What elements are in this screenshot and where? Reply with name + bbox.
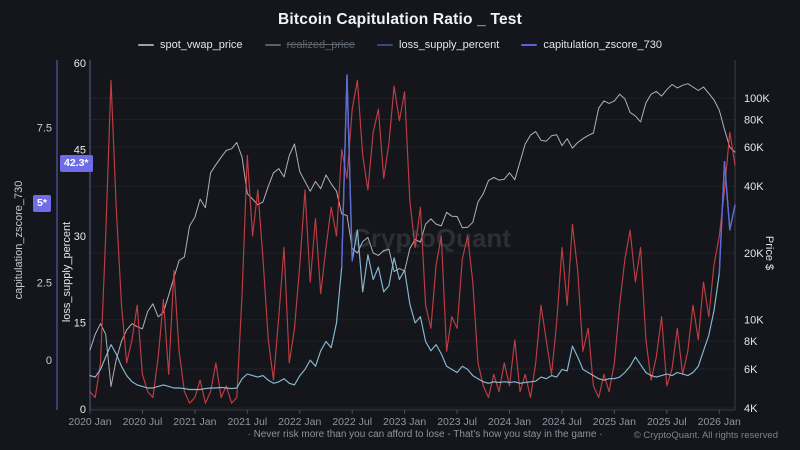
- price-tick-label: 60K: [744, 142, 764, 154]
- x-tick-label: 2020 Jul: [123, 416, 163, 428]
- chart-legend: spot_vwap_price realized_price loss_supply…: [0, 39, 800, 51]
- legend-item-spot_vwap_price[interactable]: spot_vwap_price: [138, 39, 243, 51]
- legend-item-loss_supply_percent[interactable]: loss_supply_percent: [377, 39, 499, 51]
- series-line-spot_vwap_price: [89, 83, 736, 387]
- price-tick-label: 100K: [744, 93, 770, 105]
- zscore-current-badge: 5*: [33, 195, 51, 212]
- x-tick-label: 2024 Jan: [488, 416, 531, 428]
- x-tick-label: 2025 Jul: [647, 416, 687, 428]
- legend-marker-icon: [138, 44, 154, 46]
- series-spike-capitulation_zscore_730: [341, 74, 353, 268]
- loss-tick-label: 45: [74, 145, 86, 157]
- price-tick-label: 10K: [744, 315, 764, 327]
- series-line-capitulation_zscore_730: [89, 74, 736, 391]
- watermark: CryptoQuant: [352, 223, 511, 253]
- loss-tick-label: 15: [74, 318, 86, 330]
- price-tick-label: 20K: [744, 248, 764, 260]
- loss-tick-label: 30: [74, 231, 86, 243]
- loss-current-badge: 42.3*: [60, 155, 93, 172]
- series-spike-capitulation_zscore_730: [718, 160, 736, 274]
- x-tick-label: 2023 Jul: [437, 416, 477, 428]
- price-axis-title: Price $: [763, 235, 775, 271]
- x-tick-label: 2024 Jul: [542, 416, 582, 428]
- chart-title: Bitcoin Capitulation Ratio _ Test: [278, 11, 522, 28]
- x-tick-label: 2023 Jan: [383, 416, 426, 428]
- x-tick-label: 2026 Jan: [698, 416, 741, 428]
- legend-item-capitulation_zscore_730[interactable]: capitulation_zscore_730: [521, 39, 662, 51]
- zscore-tick-label: 0: [46, 355, 52, 367]
- loss-axis-title: loss_supply_percent: [61, 221, 73, 323]
- x-tick-label: 2022 Jan: [278, 416, 321, 428]
- legend-item-realized_price[interactable]: realized_price: [264, 39, 356, 51]
- zscore-tick-label: 2.5: [37, 278, 52, 290]
- price-tick-label: 6K: [744, 364, 758, 376]
- legend-marker-icon: [377, 44, 394, 46]
- price-tick-label: 40K: [744, 181, 764, 193]
- x-tick-label: 2020 Jan: [68, 416, 111, 428]
- legend-label: spot_vwap_price: [160, 39, 243, 51]
- zscore-axis-title: capitulation_zscore_730: [13, 180, 25, 300]
- legend-label: realized_price: [286, 39, 356, 51]
- loss-tick-label: 0: [80, 404, 86, 416]
- legend-marker-icon: [521, 44, 538, 46]
- x-tick-label: 2021 Jul: [227, 416, 267, 428]
- x-tick-label: 2025 Jan: [593, 416, 636, 428]
- legend-label: capitulation_zscore_730: [543, 39, 662, 51]
- x-tick-label: 2022 Jul: [332, 416, 372, 428]
- zscore-tick-label: 7.5: [37, 123, 52, 135]
- legend-label: loss_supply_percent: [399, 39, 500, 51]
- copyright-notice: © CryptoQuant. All rights reserved: [633, 430, 778, 441]
- price-tick-label: 80K: [744, 114, 764, 126]
- loss-tick-label: 60: [74, 58, 86, 70]
- series-line-loss_supply_percent: [89, 79, 736, 404]
- legend-marker-icon: [264, 44, 281, 46]
- x-tick-label: 2021 Jan: [173, 416, 216, 428]
- price-tick-label: 4K: [744, 403, 758, 415]
- price-tick-label: 8K: [744, 336, 758, 348]
- risk-disclaimer: · Never risk more than you can afford to…: [247, 429, 603, 440]
